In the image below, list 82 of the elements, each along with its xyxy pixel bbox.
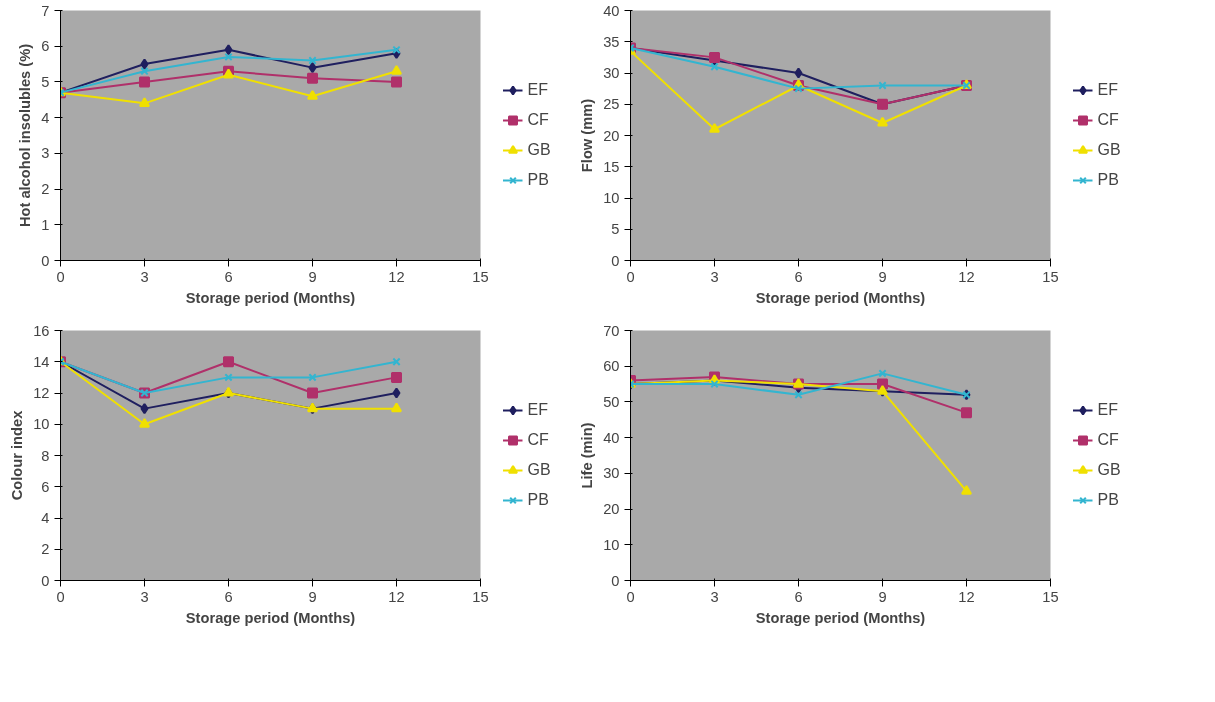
y-tick-label: 6 — [41, 38, 50, 55]
x-tick-label: 6 — [794, 268, 803, 285]
y-tick-label: 50 — [603, 393, 620, 410]
x-axis-title: Storage period (Months) — [755, 609, 926, 626]
y-axis-title: Flow (mm) — [579, 98, 596, 173]
x-tick-label: 9 — [308, 268, 317, 285]
x-tick-label: 3 — [710, 268, 719, 285]
legend-label: PB — [1097, 491, 1120, 509]
legend-label: EF — [527, 401, 549, 419]
y-axis-title: Hot alcohol insolubles (%) — [17, 43, 34, 228]
x-tick-label: 15 — [472, 268, 489, 285]
legend-label: EF — [527, 81, 549, 99]
y-tick-label: 20 — [603, 127, 620, 144]
y-tick-label: 25 — [603, 96, 620, 113]
x-axis-title: Storage period (Months) — [185, 289, 356, 306]
y-tick-label: 12 — [33, 385, 50, 401]
y-tick-label: 0 — [41, 572, 50, 589]
y-tick-label: 4 — [41, 510, 50, 526]
x-tick-label: 6 — [224, 588, 233, 605]
y-tick-label: 15 — [603, 158, 620, 175]
legend-label: EF — [1097, 81, 1119, 99]
legend-label: PB — [527, 171, 550, 189]
y-tick-label: 2 — [41, 181, 50, 198]
legend-label: CF — [527, 431, 550, 449]
y-tick-label: 2 — [41, 541, 50, 558]
x-tick-label: 15 — [1042, 268, 1059, 285]
legend-label: PB — [1097, 171, 1120, 189]
y-tick-label: 6 — [41, 478, 50, 495]
x-tick-label: 0 — [56, 588, 65, 605]
x-tick-label: 6 — [794, 588, 803, 605]
x-tick-label: 3 — [140, 588, 149, 605]
y-tick-label: 30 — [603, 465, 620, 482]
legend-label: GB — [527, 461, 552, 479]
y-tick-label: 10 — [603, 190, 620, 206]
legend-label: GB — [1097, 461, 1122, 479]
legend-label: EF — [1097, 401, 1119, 419]
x-tick-label: 15 — [1042, 588, 1059, 605]
y-tick-label: 40 — [603, 429, 620, 446]
y-tick-label: 10 — [33, 416, 50, 433]
y-tick-label: 0 — [41, 252, 50, 269]
x-tick-label: 12 — [958, 588, 975, 605]
y-axis-title: Life (min) — [579, 422, 596, 489]
legend-label: CF — [1097, 111, 1120, 129]
x-tick-label: 3 — [140, 268, 149, 285]
x-tick-label: 12 — [958, 268, 975, 285]
y-axis-title: Colour index — [9, 409, 26, 501]
x-tick-label: 3 — [710, 588, 719, 605]
y-tick-label: 40 — [603, 2, 620, 19]
y-tick-label: 16 — [33, 322, 50, 339]
x-axis-title: Storage period (Months) — [185, 609, 356, 626]
x-tick-label: 0 — [56, 268, 65, 285]
x-tick-label: 9 — [878, 268, 887, 285]
x-tick-label: 0 — [626, 588, 635, 605]
y-tick-label: 30 — [603, 65, 620, 81]
x-tick-label: 6 — [224, 268, 233, 285]
x-tick-label: 9 — [878, 588, 887, 605]
legend-label: CF — [527, 111, 550, 129]
y-tick-label: 14 — [33, 353, 50, 370]
x-tick-label: 9 — [308, 588, 317, 605]
legend-label: CF — [1097, 431, 1120, 449]
x-tick-label: 15 — [472, 588, 489, 605]
x-tick-label: 12 — [388, 268, 405, 285]
x-axis-title: Storage period (Months) — [755, 289, 926, 306]
y-tick-label: 20 — [603, 501, 620, 518]
y-tick-label: 0 — [611, 572, 620, 589]
x-tick-label: 12 — [388, 588, 405, 605]
y-tick-label: 8 — [41, 447, 50, 464]
y-tick-label: 1 — [41, 216, 50, 233]
x-tick-label: 0 — [626, 268, 635, 285]
y-tick-label: 4 — [41, 109, 50, 126]
y-tick-label: 35 — [603, 33, 620, 50]
legend-label: GB — [1097, 141, 1122, 159]
y-tick-label: 0 — [611, 252, 620, 269]
y-tick-label: 3 — [41, 145, 50, 162]
y-tick-label: 70 — [603, 322, 620, 339]
y-tick-label: 5 — [611, 221, 620, 238]
y-tick-label: 10 — [603, 536, 620, 553]
y-tick-label: 60 — [603, 358, 620, 375]
legend-label: PB — [527, 491, 550, 509]
y-tick-label: 5 — [41, 73, 50, 90]
y-tick-label: 7 — [41, 2, 50, 19]
legend-label: GB — [527, 141, 552, 159]
